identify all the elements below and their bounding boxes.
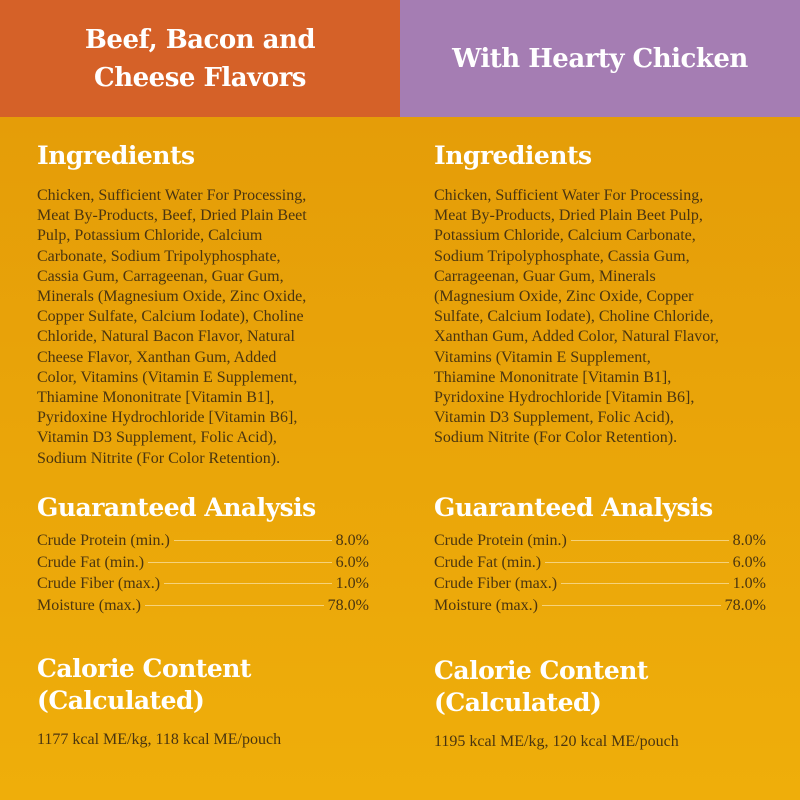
ingredients-line: Meat By-Products, Dried Plain Beet Pulp, — [434, 207, 703, 225]
analysis-row: Moisture (max.) 78.0% — [434, 595, 766, 617]
ingredients-heading: Ingredients — [434, 141, 592, 170]
analysis-row: Crude Fat (min.) 6.0% — [434, 552, 766, 574]
analysis-value: 6.0% — [732, 553, 766, 571]
analysis-row: Crude Fiber (max.) 1.0% — [434, 573, 766, 595]
ingredients-line: Pyridoxine Hydrochloride [Vitamin B6], — [434, 389, 695, 407]
ingredients-line: Chloride, Natural Bacon Flavor, Natural — [37, 328, 295, 346]
calorie-text: 1177 kcal ME/kg, 118 kcal ME/pouch — [37, 731, 282, 748]
ingredients-line: Copper Sulfate, Calcium Iodate), Choline — [37, 308, 304, 326]
analysis-label: Crude Fiber (max.) — [37, 575, 161, 592]
analysis-value: 1.0% — [335, 575, 369, 592]
ingredients-line: Cheese Flavor, Xanthan Gum, Added — [37, 348, 277, 366]
calorie-subheading: (Calculated) — [434, 688, 602, 717]
guaranteed-analysis: Guaranteed Analysis Crude Protein (min.)… — [434, 492, 766, 616]
ingredients-line: Thiamine Mononitrate [Vitamin B1], — [37, 389, 275, 407]
calorie-heading: Calorie Content — [434, 656, 648, 685]
ingredients-line: (Magnesium Oxide, Zinc Oxide, Copper — [434, 288, 694, 306]
ingredients-line: Color, Vitamins (Vitamin E Supplement, — [37, 368, 298, 386]
ingredients-line: Vitamin D3 Supplement, Folic Acid), — [37, 429, 277, 447]
leader-line — [144, 604, 324, 606]
column-hearty-chicken: Ingredients Chicken, Sufficient Water Fo… — [434, 140, 774, 750]
analysis-label: Moisture (max.) — [37, 596, 141, 614]
ingredients-line: Chicken, Sufficient Water For Processing… — [434, 187, 704, 204]
ingredients-line: Pyridoxine Hydrochloride [Vitamin B6], — [37, 409, 298, 427]
analysis-row: Crude Protein (min.) 8.0% — [434, 530, 766, 552]
ingredients-list: Chicken, Sufficient Water For Processing… — [434, 186, 774, 449]
leader-line — [148, 561, 332, 563]
analysis-label: Moisture (max.) — [434, 596, 538, 614]
ingredients-line: Vitamin D3 Supplement, Folic Acid), — [434, 409, 674, 427]
header-hearty-chicken: With Hearty Chicken — [400, 0, 800, 117]
analysis-label: Crude Protein (min.) — [434, 532, 567, 549]
analysis-label: Crude Protein (min.) — [37, 532, 170, 549]
analysis-label: Crude Fat (min.) — [434, 553, 542, 571]
analysis-value: 78.0% — [724, 596, 766, 614]
ingredients-line: Minerals (Magnesium Oxide, Zinc Oxide, — [37, 288, 307, 306]
ingredients-heading: Ingredients — [37, 141, 195, 170]
calorie-heading: Calorie Content — [37, 654, 251, 683]
calorie-text: 1195 kcal ME/kg, 120 kcal ME/pouch — [434, 733, 679, 750]
ingredients-line: Vitamins (Vitamin E Supplement, — [434, 348, 651, 366]
leader-line — [570, 540, 729, 541]
ingredients-line: Sodium Nitrite (For Color Retention). — [37, 449, 281, 467]
ingredients-line: Potassium Chloride, Calcium Carbonate, — [434, 227, 696, 245]
calorie-content: Calorie Content (Calculated) 1195 kcal M… — [434, 655, 774, 751]
ingredients-line: Cassia Gum, Carrageenan, Guar Gum, — [37, 267, 284, 285]
analysis-row: Crude Fat (min.) 6.0% — [37, 552, 369, 574]
header-beef-bacon-cheese: Beef, Bacon and Cheese Flavors — [0, 0, 400, 117]
calorie-subheading: (Calculated) — [37, 686, 205, 715]
analysis-value: 1.0% — [732, 575, 766, 592]
leader-line — [164, 583, 332, 584]
analysis-label: Crude Fat (min.) — [37, 553, 145, 571]
ingredients-line: Xanthan Gum, Added Color, Natural Flavor… — [434, 328, 719, 346]
analysis-heading: Guaranteed Analysis — [434, 493, 713, 522]
ingredients-list: Chicken, Sufficient Water For Processing… — [37, 186, 377, 469]
leader-line — [173, 540, 332, 541]
analysis-value: 78.0% — [327, 596, 369, 614]
ingredients-line: Carrageenan, Guar Gum, Minerals — [434, 267, 656, 285]
analysis-heading: Guaranteed Analysis — [37, 493, 316, 522]
ingredients-line: Sodium Nitrite (For Color Retention). — [434, 429, 678, 447]
leader-line — [541, 604, 721, 606]
column-beef-bacon-cheese: Ingredients Chicken, Sufficient Water Fo… — [37, 140, 377, 748]
analysis-label: Crude Fiber (max.) — [434, 575, 558, 592]
analysis-value: 6.0% — [335, 553, 369, 571]
analysis-row: Moisture (max.) 78.0% — [37, 595, 369, 617]
analysis-value: 8.0% — [732, 532, 766, 549]
analysis-row: Crude Fiber (max.) 1.0% — [37, 573, 369, 595]
leader-line — [545, 561, 729, 563]
analysis-row: Crude Protein (min.) 8.0% — [37, 530, 369, 552]
ingredients-line: Pulp, Potassium Chloride, Calcium — [37, 227, 263, 245]
product-title: With Hearty Chicken — [452, 43, 748, 74]
calorie-content: Calorie Content (Calculated) 1177 kcal M… — [37, 653, 377, 749]
ingredients-line: Chicken, Sufficient Water For Processing… — [37, 187, 307, 204]
ingredients-line: Sodium Tripolyphosphate, Cassia Gum, — [434, 247, 690, 265]
ingredients-line: Meat By-Products, Beef, Dried Plain Beet — [37, 207, 307, 225]
ingredients-line: Sulfate, Calcium Iodate), Choline Chlori… — [434, 308, 714, 326]
ingredients-line: Carbonate, Sodium Tripolyphosphate, — [37, 247, 281, 265]
leader-line — [561, 583, 729, 584]
ingredients-line: Thiamine Mononitrate [Vitamin B1], — [434, 368, 672, 386]
guaranteed-analysis: Guaranteed Analysis Crude Protein (min.)… — [37, 492, 369, 616]
analysis-value: 8.0% — [335, 532, 369, 549]
product-title: Beef, Bacon and Cheese Flavors — [84, 24, 316, 93]
